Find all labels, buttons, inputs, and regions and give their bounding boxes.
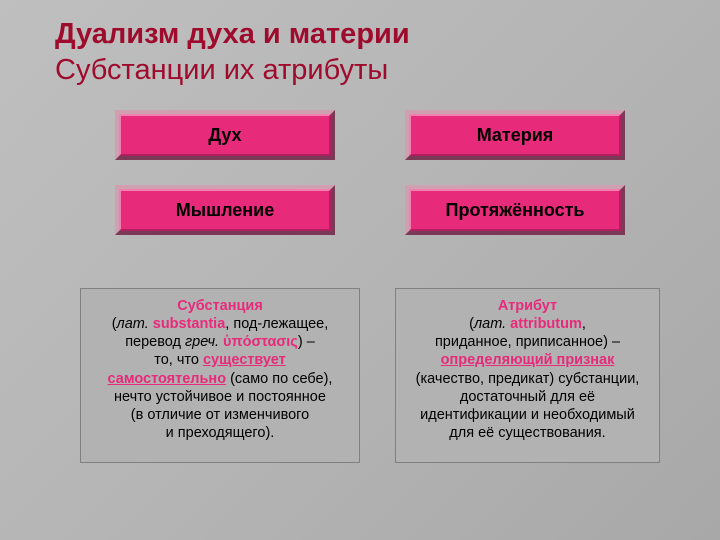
d2-l7: идентификации и необходимый (420, 407, 635, 423)
box-thinking-label: Мышление (176, 200, 275, 221)
box-extension-label: Протяжённость (446, 200, 585, 221)
d1-l2-rest: , под-лежащее, (225, 316, 328, 332)
title-line-1: Дуализм духа и материи (55, 18, 410, 51)
lat-word-1: substantia (153, 316, 226, 332)
d1-l4-u: существует (203, 352, 286, 368)
lat-prefix-2: лат. (474, 316, 506, 332)
box-spirit-label: Дух (208, 125, 241, 146)
lat-prefix-1: лат. (117, 316, 149, 332)
d2-l3: приданное, приписанное) – (435, 334, 620, 350)
d2-l8: для её существования. (449, 425, 605, 441)
box-matter-label: Материя (477, 125, 554, 146)
box-extension: Протяжённость (405, 185, 625, 235)
d2-l6: достаточный для её (460, 389, 595, 405)
d1-l3-ital: греч. (185, 334, 219, 350)
term-substance: Субстанция (177, 298, 263, 314)
d1-l3-end: ) – (298, 334, 315, 350)
definition-attribute: Атрибут (лат. attributum, приданное, при… (395, 288, 660, 463)
d2-l5: (качество, предикат) субстанции, (416, 371, 640, 387)
d1-l4a: то, что (154, 352, 203, 368)
d1-l8: и преходящего). (166, 425, 275, 441)
d2-l2-end: , (582, 316, 586, 332)
d2-l4-u: определяющий признак (441, 352, 615, 368)
title-line-2: Субстанции их атрибуты (55, 54, 388, 87)
box-matter: Материя (405, 110, 625, 160)
lat-word-2: attributum (510, 316, 582, 332)
box-thinking: Мышление (115, 185, 335, 235)
definition-substance: Субстанция (лат. substantia, под-лежащее… (80, 288, 360, 463)
d1-l5-rest: (само по себе), (226, 371, 332, 387)
term-attribute: Атрибут (498, 298, 557, 314)
d1-l6: нечто устойчивое и постоянное (114, 389, 326, 405)
d1-l5-u: самостоятельно (108, 371, 227, 387)
d1-greek: ὑπόστασις (219, 334, 298, 350)
d1-l3a: перевод (125, 334, 185, 350)
d1-l7: (в отличие от изменчивого (131, 407, 309, 423)
box-spirit: Дух (115, 110, 335, 160)
